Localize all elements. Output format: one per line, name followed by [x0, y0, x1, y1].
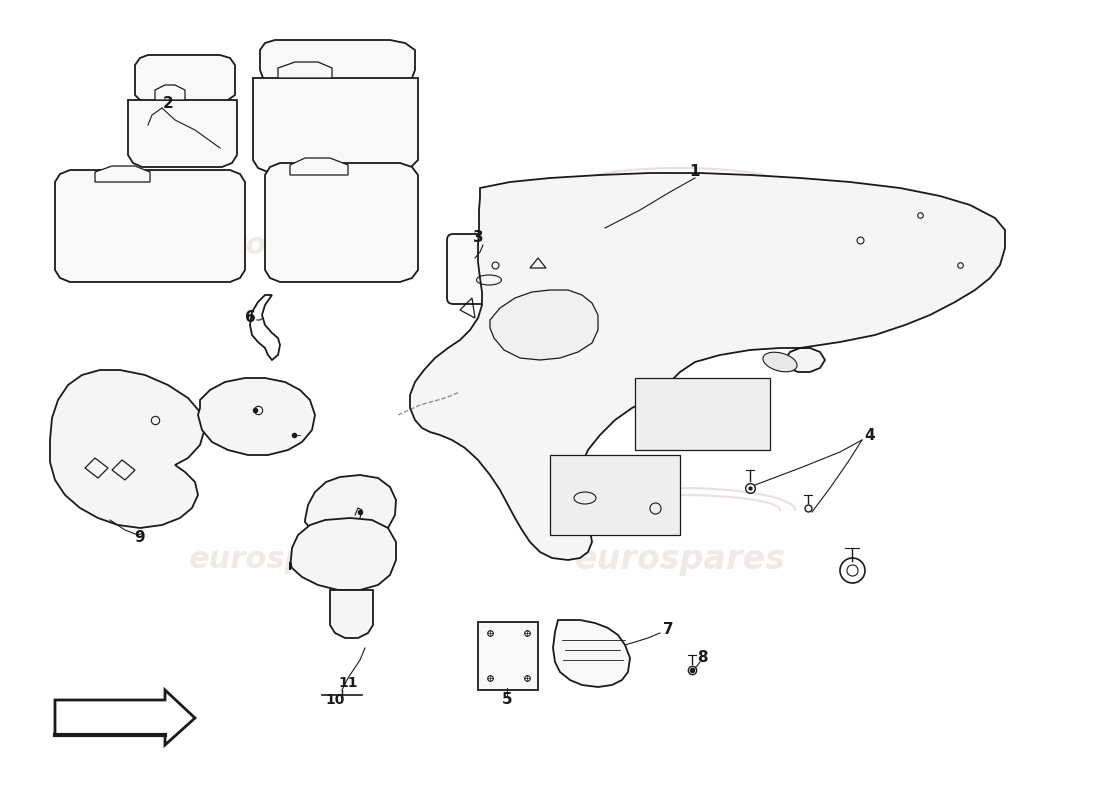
Polygon shape [265, 163, 418, 282]
Text: 1: 1 [690, 165, 701, 179]
Polygon shape [305, 475, 396, 542]
Text: 10: 10 [326, 693, 344, 707]
Polygon shape [253, 78, 418, 172]
Polygon shape [490, 290, 598, 360]
Polygon shape [95, 166, 150, 182]
Polygon shape [135, 55, 235, 103]
Polygon shape [50, 370, 205, 528]
Polygon shape [330, 590, 373, 638]
Text: 3: 3 [473, 230, 483, 246]
Text: 9: 9 [134, 530, 145, 546]
Polygon shape [55, 170, 245, 282]
Text: eurospares: eurospares [188, 546, 382, 574]
Text: 8: 8 [696, 650, 707, 665]
Text: eurospares: eurospares [188, 230, 382, 259]
Text: 7: 7 [662, 622, 673, 638]
Text: eurospares: eurospares [574, 229, 785, 262]
Polygon shape [155, 85, 185, 100]
Polygon shape [410, 173, 1005, 560]
Text: eurospares: eurospares [574, 543, 785, 577]
Text: 6: 6 [244, 310, 255, 326]
Polygon shape [290, 518, 396, 590]
Polygon shape [260, 40, 415, 82]
Text: 4: 4 [865, 427, 876, 442]
Polygon shape [635, 378, 770, 450]
Ellipse shape [763, 352, 798, 372]
Text: 11: 11 [339, 676, 358, 690]
Polygon shape [478, 622, 538, 690]
Polygon shape [553, 620, 630, 687]
FancyBboxPatch shape [447, 234, 531, 304]
Polygon shape [550, 455, 680, 535]
Text: 5: 5 [502, 693, 513, 707]
Polygon shape [198, 378, 315, 455]
Polygon shape [278, 62, 332, 78]
Polygon shape [290, 158, 348, 175]
Text: 2: 2 [163, 95, 174, 110]
Polygon shape [128, 100, 236, 167]
